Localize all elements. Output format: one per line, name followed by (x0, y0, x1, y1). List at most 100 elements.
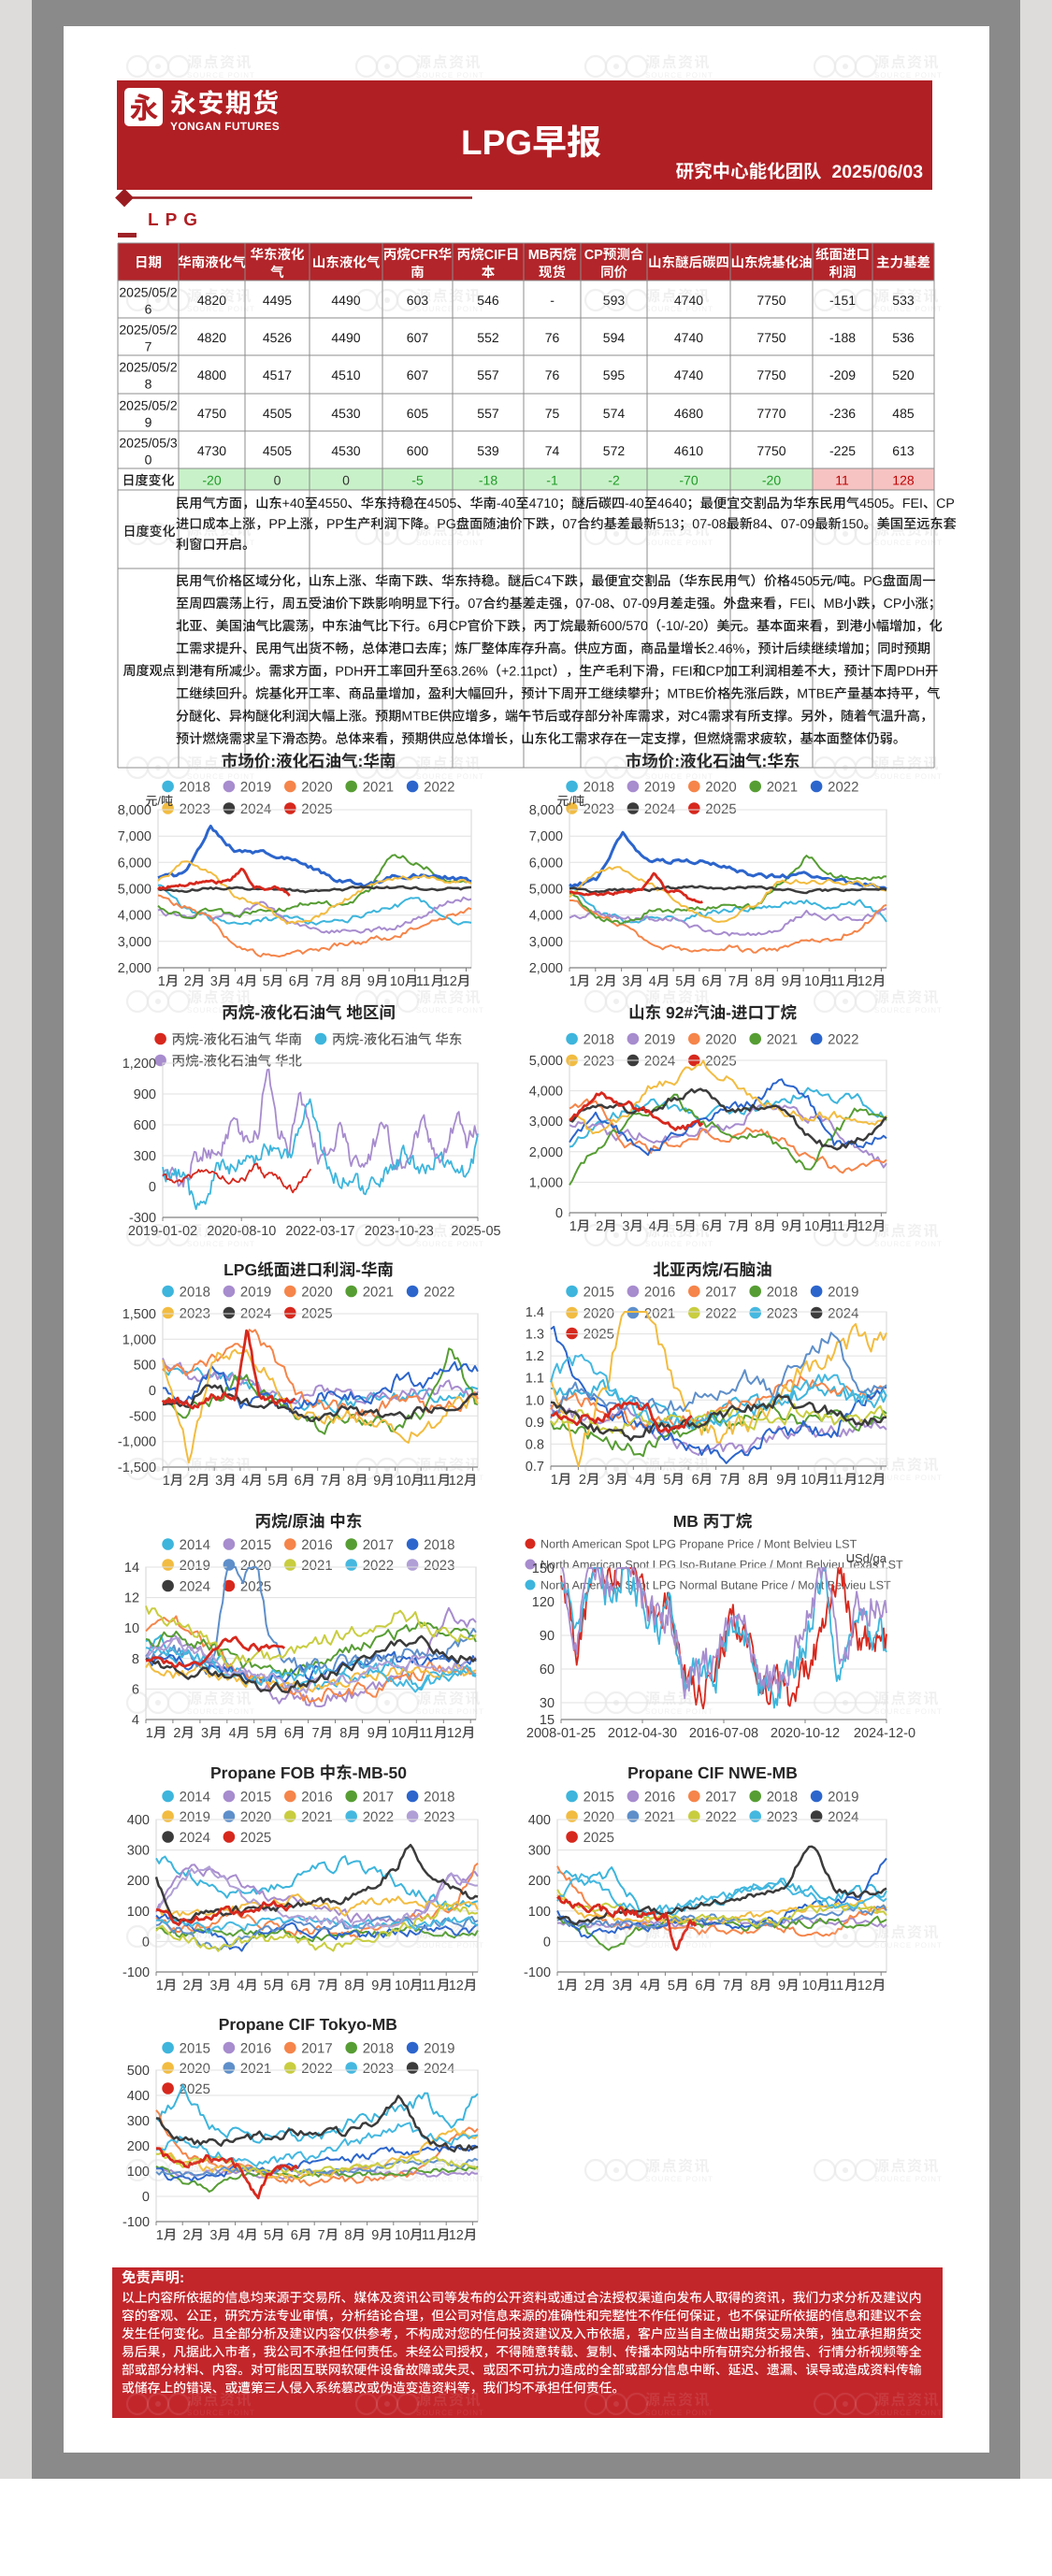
svg-text:600: 600 (407, 443, 428, 458)
svg-text:8: 8 (347, 1473, 354, 1488)
svg-text:2017: 2017 (705, 1789, 736, 1805)
svg-text:2015: 2015 (180, 2040, 210, 2056)
svg-text:-100: -100 (122, 2214, 150, 2229)
svg-text:7750: 7750 (757, 367, 785, 382)
svg-text:4730: 4730 (197, 443, 226, 458)
svg-text:2022-03-17: 2022-03-17 (285, 1223, 354, 1238)
svg-text:SOURCE POINT: SOURCE POINT (187, 1240, 255, 1248)
svg-text:536: 536 (892, 330, 914, 345)
svg-text:2019: 2019 (180, 1558, 210, 1574)
svg-text:1,200: 1,200 (122, 1056, 156, 1071)
svg-text:1.4: 1.4 (526, 1304, 544, 1319)
svg-text:SOURCE POINT: SOURCE POINT (645, 71, 713, 79)
svg-text:2025-05: 2025-05 (451, 1223, 500, 1238)
svg-text:5: 5 (668, 1978, 675, 1993)
svg-text:C4: C4 (534, 573, 551, 588)
svg-text:0: 0 (142, 1934, 150, 1949)
svg-text:11: 11 (416, 973, 430, 988)
svg-text:76: 76 (545, 330, 560, 345)
svg-text:0: 0 (555, 1205, 563, 1220)
svg-text:2021: 2021 (301, 1558, 332, 1574)
svg-text:+40: +40 (282, 496, 305, 511)
svg-text:2025: 2025 (180, 2081, 210, 2097)
svg-text:3: 3 (612, 1978, 620, 1993)
svg-text:4: 4 (649, 973, 656, 988)
svg-text:4505: 4505 (263, 406, 292, 421)
svg-text:SOURCE POINT: SOURCE POINT (645, 2175, 713, 2183)
svg-text:-: - (726, 1003, 731, 1022)
svg-text:4,000: 4,000 (529, 1084, 563, 1099)
svg-text:2021: 2021 (301, 1809, 332, 1825)
svg-text:2018: 2018 (180, 1284, 210, 1300)
svg-text:485: 485 (892, 406, 914, 421)
svg-text:1: 1 (551, 1472, 558, 1487)
svg-text:2: 2 (579, 1472, 586, 1487)
svg-text:SOURCE POINT: SOURCE POINT (645, 1240, 713, 1248)
svg-text:C4: C4 (691, 709, 708, 724)
svg-text:7: 7 (728, 973, 736, 988)
svg-text:4610: 4610 (674, 443, 703, 458)
svg-text:SOURCE POINT: SOURCE POINT (416, 1941, 484, 1950)
svg-text:SOURCE POINT: SOURCE POINT (416, 772, 484, 781)
svg-text:600: 600 (134, 1117, 156, 1132)
svg-text:1: 1 (569, 1218, 577, 1233)
svg-text:2018: 2018 (180, 779, 210, 795)
svg-text:200: 200 (127, 1873, 150, 1888)
svg-text:2024: 2024 (644, 801, 675, 817)
svg-text:4710: 4710 (529, 496, 559, 511)
svg-text:2019: 2019 (180, 1809, 210, 1825)
svg-text:4800: 4800 (197, 367, 226, 382)
svg-text:/: / (718, 1260, 723, 1279)
svg-text:0: 0 (274, 473, 281, 488)
svg-text:8: 8 (751, 1978, 758, 1993)
svg-text:SOURCE POINT: SOURCE POINT (416, 2175, 484, 2183)
svg-text:7: 7 (312, 1725, 320, 1740)
svg-text:07-08: 07-08 (576, 596, 610, 611)
svg-text:12: 12 (857, 973, 872, 988)
svg-text:2024: 2024 (828, 1305, 858, 1321)
svg-text:2: 2 (584, 1978, 592, 1993)
svg-text:-100: -100 (524, 1964, 551, 1979)
svg-text:2024: 2024 (828, 1809, 858, 1825)
svg-text:1.0: 1.0 (526, 1392, 544, 1407)
svg-text:FEI: FEI (789, 596, 810, 611)
svg-text:2018: 2018 (767, 1284, 798, 1300)
svg-text:539: 539 (477, 443, 498, 458)
svg-text:0: 0 (342, 473, 350, 488)
svg-text:2019: 2019 (828, 1284, 858, 1300)
svg-text:2024-12-0: 2024-12-0 (854, 1725, 915, 1740)
svg-text:-1,500: -1,500 (118, 1460, 156, 1475)
svg-text:2020-10-12: 2020-10-12 (771, 1725, 840, 1740)
svg-text:2018: 2018 (424, 1537, 454, 1553)
svg-text:SOURCE POINT: SOURCE POINT (874, 2175, 943, 2183)
svg-text:12: 12 (449, 1473, 464, 1488)
svg-text:2023: 2023 (180, 1305, 210, 1321)
svg-text:-20: -20 (762, 473, 781, 488)
svg-text:SOURCE POINT: SOURCE POINT (416, 1474, 484, 1482)
svg-text:100: 100 (528, 1904, 551, 1919)
svg-text:2015: 2015 (584, 1284, 614, 1300)
svg-text:SOURCE POINT: SOURCE POINT (416, 71, 484, 79)
svg-text:10: 10 (804, 973, 819, 988)
svg-text:/: / (157, 794, 161, 808)
svg-text:2,000: 2,000 (118, 960, 151, 975)
svg-text:90: 90 (540, 1628, 555, 1643)
svg-text:7: 7 (720, 1472, 728, 1487)
svg-text:11: 11 (422, 2227, 436, 2242)
svg-text:3: 3 (215, 1473, 223, 1488)
svg-text:9: 9 (367, 973, 375, 988)
svg-text:4510: 4510 (331, 367, 360, 382)
svg-text:9: 9 (145, 415, 152, 430)
svg-text:2024: 2024 (240, 801, 271, 817)
svg-text:10: 10 (391, 1725, 406, 1740)
svg-text:92#: 92# (666, 1003, 693, 1022)
svg-text:CP: CP (584, 247, 603, 262)
svg-text:-: - (355, 1260, 361, 1279)
svg-text:SOURCE POINT: SOURCE POINT (645, 2409, 713, 2417)
svg-text:10: 10 (395, 1978, 410, 1993)
svg-text:0: 0 (145, 453, 152, 468)
svg-text:2025: 2025 (705, 801, 736, 817)
svg-text:-151: -151 (829, 293, 856, 308)
svg-text:4: 4 (649, 1218, 656, 1233)
svg-text:-1: -1 (546, 473, 557, 488)
